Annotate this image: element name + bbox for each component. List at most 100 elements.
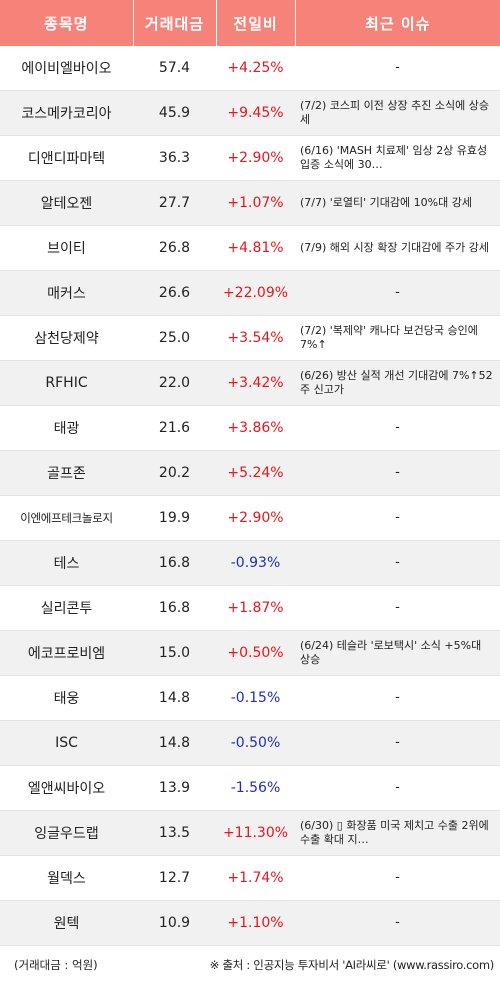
price-change: -1.56% [216,765,295,811]
trade-amount: 27.7 [133,180,216,226]
table-body: 에이비엘바이오 57.4 +4.25% - 코스메카코리아 45.9 +9.45% (7/2)… [0,46,500,946]
price-change: -0.50% [216,720,295,766]
table-row: 매커스 26.6 +22.09% - [0,270,500,316]
stock-name: 브이티 [0,225,133,271]
trade-amount: 26.8 [133,225,216,271]
recent-issue: (6/30) ▯ 화장품 미국 제치고 수출 2위에 수출 확대 지… [295,810,500,856]
recent-issue-text: (6/24) 테슬라 '로보택시' 소식 +5%대 상승 [300,639,482,666]
trade-amount: 21.6 [133,405,216,451]
stock-name: 잉글우드랩 [0,810,133,856]
recent-issue-text: (6/26) 방산 실적 개선 기대감에 7%↑52주 신고가 [300,369,493,396]
table-row: 삼천당제약 25.0 +3.54% (7/2) '복제약' 캐나다 보건당국 승인에 … [0,315,500,361]
table-row: 알테오젠 27.7 +1.07% (7/7) '로열티' 기대감에 10%대 강세 [0,180,500,226]
table-row: 원텍 10.9 +1.10% - [0,900,500,946]
header-trade-amount: 거래대금 [133,0,217,46]
header-change: 전일비 [216,0,296,46]
recent-issue: - [295,720,500,766]
recent-issue-text: (6/16) 'MASH 치료제' 임상 2상 유효성 입증 소식에 30… [300,144,488,171]
table-row: 실리콘투 16.8 +1.87% - [0,585,500,631]
recent-issue-text: - [395,780,400,795]
table-row: 이엔에프테크놀로지 19.9 +2.90% - [0,495,500,541]
recent-issue-text: - [395,420,400,435]
trade-amount: 13.9 [133,765,216,811]
table-row: 디앤디파마텍 36.3 +2.90% (6/16) 'MASH 치료제' 임상 2상 … [0,135,500,181]
price-change: +5.24% [216,450,295,496]
table-row: 골프존 20.2 +5.24% - [0,450,500,496]
table-row: 테스 16.8 -0.93% - [0,540,500,586]
stock-name: 태광 [0,405,133,451]
recent-issue: - [295,585,500,631]
price-change: +22.09% [216,270,295,316]
price-change: -0.93% [216,540,295,586]
header-recent-issue: 최근 이슈 [295,0,500,46]
recent-issue-text: - [395,510,400,525]
table-row: 엘앤씨바이오 13.9 -1.56% - [0,765,500,811]
recent-issue: (7/9) 해외 시장 확장 기대감에 주가 강세 [295,225,500,271]
price-change: +2.90% [216,495,295,541]
recent-issue: - [295,450,500,496]
table-row: 잉글우드랩 13.5 +11.30% (6/30) ▯ 화장품 미국 제치고 수출 2… [0,810,500,856]
stock-name: 에이비엘바이오 [0,46,133,91]
recent-issue-text: (7/7) '로열티' 기대감에 10%대 강세 [300,196,472,209]
trade-amount: 57.4 [133,46,216,91]
recent-issue: - [295,405,500,451]
recent-issue-text: - [395,285,400,300]
table-row: 태웅 14.8 -0.15% - [0,675,500,721]
stock-table: 종목명 거래대금 전일비 최근 이슈 에이비엘바이오 57.4 +4.25% - 코스메… [0,0,500,946]
recent-issue: - [295,540,500,586]
price-change: -0.15% [216,675,295,721]
recent-issue: (7/2) 코스피 이전 상장 추진 소식에 상승세 [295,90,500,136]
price-change: +11.30% [216,810,295,856]
header-stock-name: 종목명 [0,0,134,46]
stock-name: ISC [0,720,133,766]
table-header-row: 종목명 거래대금 전일비 최근 이슈 [0,0,500,46]
trade-amount: 25.0 [133,315,216,361]
stock-name: 알테오젠 [0,180,133,226]
recent-issue: (7/7) '로열티' 기대감에 10%대 강세 [295,180,500,226]
table-row: 브이티 26.8 +4.81% (7/9) 해외 시장 확장 기대감에 주가 강세 [0,225,500,271]
recent-issue: - [295,900,500,946]
recent-issue-text: (7/9) 해외 시장 확장 기대감에 주가 강세 [300,241,489,254]
recent-issue: (6/26) 방산 실적 개선 기대감에 7%↑52주 신고가 [295,360,500,406]
recent-issue-text: - [395,915,400,930]
recent-issue-text: - [395,60,400,75]
recent-issue: - [295,765,500,811]
price-change: +3.42% [216,360,295,406]
price-change: +3.86% [216,405,295,451]
price-change: +1.74% [216,855,295,901]
recent-issue: (7/2) '복제약' 캐나다 보건당국 승인에 7%↑ [295,315,500,361]
recent-issue: (6/24) 테슬라 '로보택시' 소식 +5%대 상승 [295,630,500,676]
trade-amount: 16.8 [133,585,216,631]
price-change: +1.87% [216,585,295,631]
recent-issue: - [295,675,500,721]
table-row: 월덱스 12.7 +1.74% - [0,855,500,901]
recent-issue-text: - [395,600,400,615]
trade-amount: 10.9 [133,900,216,946]
trade-amount: 14.8 [133,675,216,721]
recent-issue-text: - [395,465,400,480]
trade-amount: 19.9 [133,495,216,541]
trade-amount: 36.3 [133,135,216,181]
table-row: 에이비엘바이오 57.4 +4.25% - [0,46,500,91]
recent-issue-text: (6/30) ▯ 화장품 미국 제치고 수출 2위에 수출 확대 지… [300,819,489,846]
stock-name: 테스 [0,540,133,586]
price-change: +1.10% [216,900,295,946]
trade-amount: 20.2 [133,450,216,496]
table-row: RFHIC 22.0 +3.42% (6/26) 방산 실적 개선 기대감에 7%↑5… [0,360,500,406]
table-row: 코스메카코리아 45.9 +9.45% (7/2) 코스피 이전 상장 추진 소식에 … [0,90,500,136]
price-change: +9.45% [216,90,295,136]
stock-name: 삼천당제약 [0,315,133,361]
recent-issue-text: - [395,690,400,705]
trade-amount: 14.8 [133,720,216,766]
table-row: 태광 21.6 +3.86% - [0,405,500,451]
stock-name: RFHIC [0,360,133,406]
stock-name: 월덱스 [0,855,133,901]
recent-issue: - [295,46,500,91]
price-change: +1.07% [216,180,295,226]
trade-amount: 45.9 [133,90,216,136]
recent-issue: - [295,855,500,901]
trade-amount: 22.0 [133,360,216,406]
table-row: 에코프로비엠 15.0 +0.50% (6/24) 테슬라 '로보택시' 소식 +5%… [0,630,500,676]
trade-amount: 26.6 [133,270,216,316]
